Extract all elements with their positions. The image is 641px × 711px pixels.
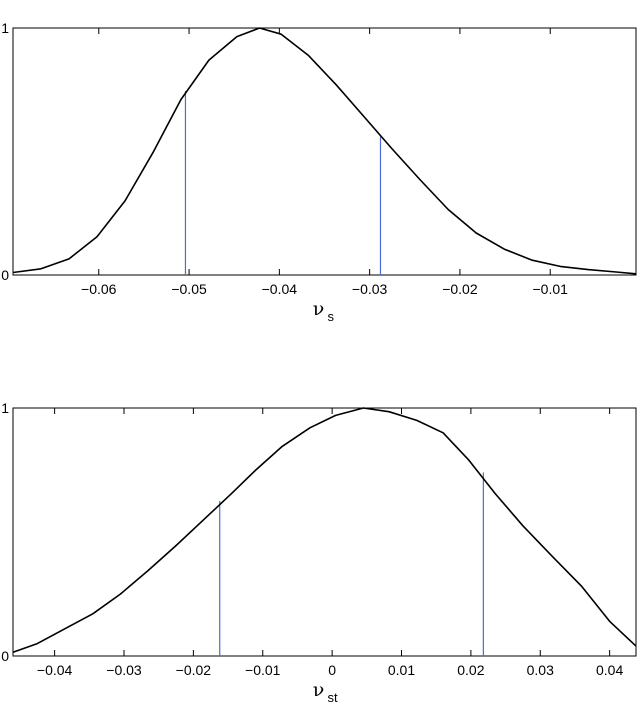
plot-frame — [12, 407, 637, 657]
x-axis-label: ν — [313, 298, 325, 320]
x-axis-label-subscript: s — [328, 309, 335, 324]
x-tick-label: −0.03 — [352, 281, 388, 297]
x-tick-label: 0.01 — [388, 662, 415, 678]
x-axis-label: ν — [313, 679, 325, 701]
y-tick-label: 1 — [1, 20, 9, 36]
x-tick-label: 0.02 — [457, 662, 484, 678]
y-tick-label: 1 — [1, 400, 9, 416]
x-tick-label: −0.01 — [533, 281, 569, 297]
series-line-1 — [12, 27, 637, 275]
y-tick-label: 0 — [1, 648, 9, 664]
series-line-1 — [12, 407, 637, 654]
y-tick-label: 0 — [1, 267, 9, 283]
x-tick-label: −0.05 — [171, 281, 207, 297]
plot-frame — [12, 27, 637, 276]
x-tick-label: −0.06 — [81, 281, 117, 297]
x-tick-label: −0.04 — [37, 662, 73, 678]
chart-nu-st: −0.04 −0.03 −0.02 −0.01 0 0.01 0.02 0.03 0.04 0 1 ν… — [1, 400, 637, 705]
x-tick-label: −0.01 — [245, 662, 281, 678]
x-tick-label: −0.02 — [176, 662, 212, 678]
x-tick-label: −0.03 — [106, 662, 142, 678]
x-tick-label: −0.02 — [442, 281, 478, 297]
x-tick-label: −0.04 — [262, 281, 298, 297]
x-tick-label: 0.04 — [596, 662, 623, 678]
x-tick-label: 0.03 — [527, 662, 554, 678]
x-tick-label: 0 — [328, 662, 336, 678]
chart-nu-s: −0.06 −0.05 −0.04 −0.03 −0.02 −0.01 0 1 ν s — [1, 20, 637, 324]
x-axis-label-subscript: st — [328, 690, 339, 705]
